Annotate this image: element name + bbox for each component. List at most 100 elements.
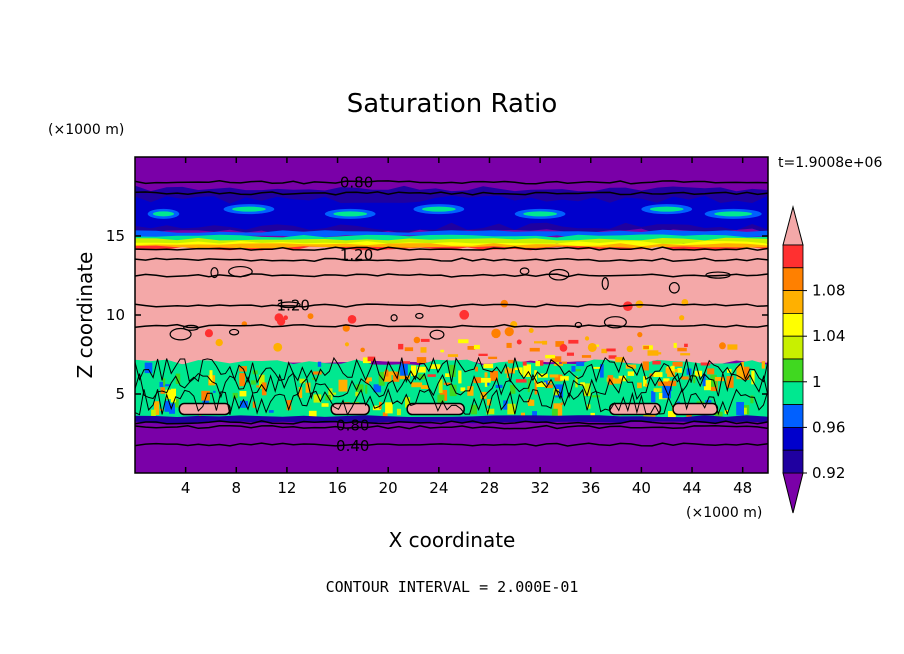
warm-streak: [411, 382, 423, 388]
lower-patch: [750, 395, 754, 404]
colorbar-tick-label: 1.04: [812, 327, 845, 345]
lower-patch: [201, 390, 210, 401]
upper-patch-core: [232, 206, 266, 212]
warm-streak: [551, 356, 562, 362]
contour-loop: [183, 324, 199, 331]
lower-patch: [532, 411, 537, 416]
colorbar-box: [782, 312, 804, 337]
warm-streak: [366, 377, 372, 382]
contour-loop: [668, 281, 680, 294]
lower-patch: [252, 401, 256, 408]
contour-line: [135, 257, 768, 262]
lower-patch: [555, 361, 560, 364]
lower-patch: [382, 412, 388, 420]
lower-patch: [486, 408, 495, 415]
warm-streak: [483, 363, 494, 369]
pink-blob: [679, 315, 685, 321]
colorbar-tick-label: 0.96: [812, 418, 845, 436]
lower-patch: [761, 361, 765, 369]
warm-streak: [680, 353, 691, 356]
colorbar-box: [782, 404, 804, 428]
warm-streak: [652, 360, 661, 365]
colorbar-box: [782, 267, 804, 291]
x-tick-label: 12: [277, 479, 296, 497]
lower-patch: [256, 385, 259, 388]
lower-patch: [751, 370, 755, 385]
warm-streak: [506, 342, 512, 348]
warm-streak: [515, 379, 527, 383]
contour-interval-footer: CONTOUR INTERVAL = 2.000E-01: [326, 578, 579, 596]
contour-line: [135, 420, 768, 425]
x-tick-label: 4: [181, 479, 191, 497]
contour-loop: [429, 329, 445, 340]
warm-streak: [545, 384, 553, 389]
contour-line: [135, 246, 768, 251]
contour-line: [135, 303, 768, 308]
lower-patch: [405, 397, 411, 408]
lower-patch: [527, 399, 532, 405]
contour-label: 0.80: [340, 173, 373, 191]
lower-patch: [321, 403, 329, 407]
lower-patch: [355, 384, 364, 392]
lower-patch: [523, 364, 531, 377]
lower-patch: [378, 371, 385, 386]
lower-patch: [365, 385, 368, 394]
lower-patch: [571, 365, 576, 372]
lower-patch: [592, 395, 600, 398]
x-tick-label: 48: [733, 479, 752, 497]
warm-streak: [488, 356, 498, 359]
lower-patch: [305, 382, 311, 393]
lower-patch: [663, 378, 670, 385]
warm-streak: [637, 382, 642, 389]
lower-patch: [232, 392, 238, 399]
colorbar-tick-label: 1.08: [812, 282, 845, 300]
pink-blob: [360, 347, 365, 353]
lower-patch: [519, 367, 523, 375]
lower-patch: [385, 402, 393, 414]
warm-streak: [430, 364, 441, 369]
lower-patch: [460, 387, 466, 392]
warm-streak: [549, 374, 559, 378]
lower-patch: [328, 388, 333, 400]
contour-loop: [390, 314, 398, 322]
contour-loop: [705, 271, 731, 279]
lower-patch: [159, 381, 164, 387]
lower-patch: [213, 390, 216, 393]
warm-streak: [478, 353, 488, 356]
lower-patch: [165, 389, 173, 400]
contour-loop: [228, 265, 253, 278]
warm-streak: [445, 373, 451, 377]
lower-patch: [396, 408, 401, 416]
pink-blob: [273, 342, 283, 352]
lower-patch: [372, 405, 381, 411]
lower-patch: [338, 379, 348, 392]
contour-loop: [169, 327, 192, 341]
pink-blob: [516, 339, 522, 345]
x-tick-label: 44: [682, 479, 701, 497]
warm-streak: [593, 366, 601, 369]
warm-streak: [606, 348, 616, 352]
lower-patch: [705, 400, 712, 403]
warm-streak: [535, 361, 540, 367]
lower-patch: [164, 400, 171, 412]
lower-patch: [665, 367, 675, 374]
lower-patch: [268, 410, 274, 413]
warm-streak: [538, 360, 544, 366]
contour-loop: [574, 321, 583, 329]
lower-patch: [681, 376, 689, 380]
lower-patch: [286, 400, 292, 411]
warm-streak: [363, 357, 372, 364]
pink-blob: [500, 299, 509, 308]
lower-patch: [473, 377, 482, 384]
warm-streak: [473, 344, 480, 350]
top-region: [135, 157, 768, 184]
contour-line: [135, 424, 768, 430]
warm-streak: [555, 341, 565, 347]
upper-patch-core: [714, 211, 753, 217]
lower-patch: [449, 364, 456, 377]
pink-blob: [344, 342, 350, 347]
warm-streak: [536, 382, 546, 387]
contour-line: [135, 191, 768, 196]
warm-streak: [568, 339, 579, 344]
warm-streak: [542, 340, 548, 345]
